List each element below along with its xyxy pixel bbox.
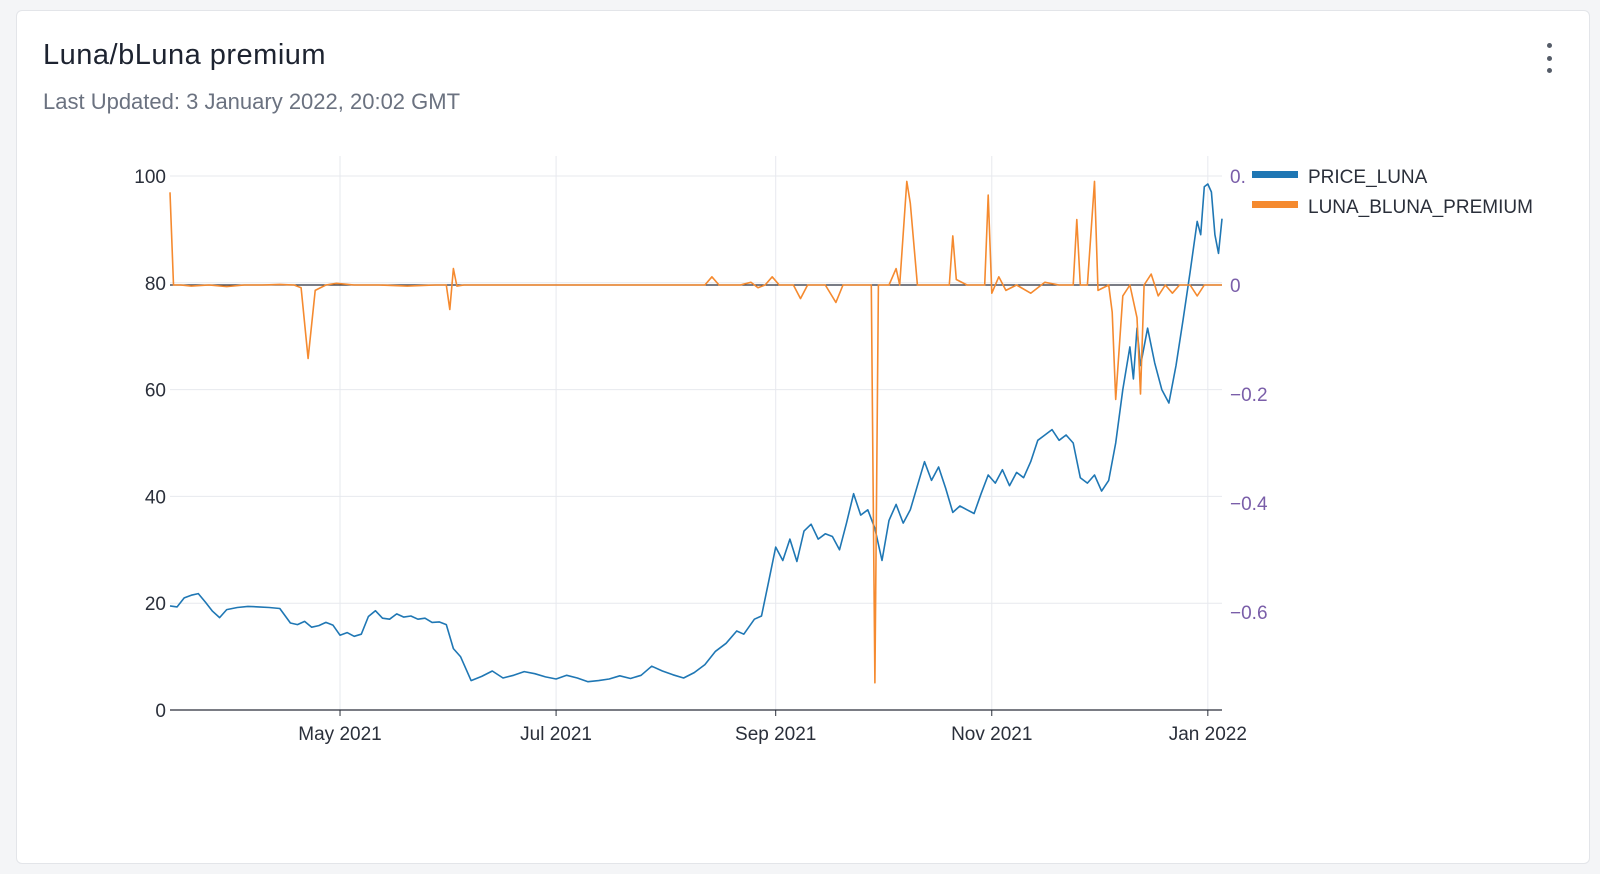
chart-title: Luna/bLuna premium [43,39,327,71]
x-tick-label: Nov 2021 [951,724,1032,745]
y-left-tick-label: 80 [145,274,166,295]
y-right-tick-label: −0.4 [1230,494,1268,515]
y-right-tick-label: −0.6 [1230,603,1268,624]
series-line-price-luna [169,183,1223,683]
last-updated-text: Last Updated: 3 January 2022, 20:02 GMT [43,89,461,114]
x-tick-label: May 2021 [298,724,381,745]
y-left-tick-label: 0 [155,701,166,722]
y-right-tick-label: −0.2 [1230,385,1268,406]
axis-layer: 0 20 40 60 80 100 May 2021 Jul 2021 Sep 2021 Nov … [134,167,1268,745]
y-right-tick-label: 0 [1230,276,1241,297]
menu-dot [1546,43,1552,48]
y-left-tick-label: 40 [145,487,166,508]
x-tick-label: Jul 2021 [520,724,592,745]
legend-label[interactable]: LUNA_BLUNA_PREMIUM [1308,197,1533,218]
series-line-luna-bluna-premium [169,180,1222,684]
chart-card: Luna/bLuna premium Last Updated: 3 Janua… [16,10,1590,864]
more-vertical-icon[interactable] [1539,41,1559,75]
legend[interactable]: PRICE_LUNA LUNA_BLUNA_PREMIUM [1252,167,1533,218]
y-left-tick-label: 60 [145,381,166,402]
x-tick-label: Sep 2021 [735,724,816,745]
y-left-tick-label: 100 [134,167,166,188]
legend-label[interactable]: PRICE_LUNA [1308,167,1428,188]
menu-dot [1546,68,1552,73]
legend-swatch[interactable] [1252,201,1298,208]
y-left-tick-label: 20 [145,594,166,615]
menu-dot [1546,55,1552,61]
y-right-tick-label: 0. [1230,167,1246,188]
grid-layer [170,156,1222,710]
series-layer [169,180,1223,684]
x-tick-label: Jan 2022 [1169,724,1247,745]
legend-swatch[interactable] [1252,171,1298,178]
